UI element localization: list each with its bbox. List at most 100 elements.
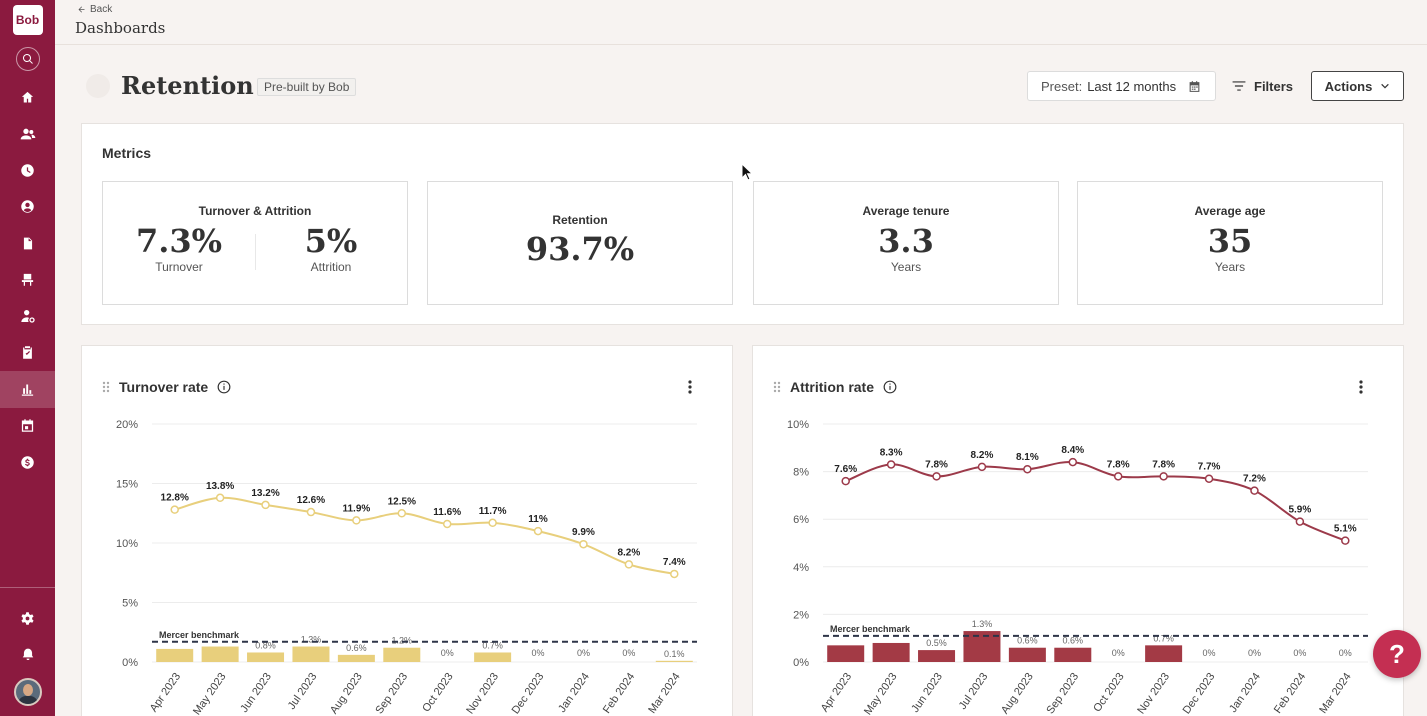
turnover-chart-panel: 0% 5% 10% 15% 20% 0.8% 1.3% 0.6% 1.2% 0% 0.7% 0% 0% 0…: [81, 345, 733, 716]
sidebar-item-home[interactable]: [0, 79, 55, 116]
point-label: 7.8%: [1107, 459, 1130, 470]
retention-card[interactable]: Retention 93.7%: [427, 181, 733, 305]
turnover-label: Turnover: [155, 260, 203, 274]
bar[interactable]: [383, 647, 421, 662]
search-button[interactable]: [15, 47, 40, 71]
x-tick-label: Aug 2023: [999, 671, 1036, 716]
bar[interactable]: [827, 645, 865, 662]
sidebar-item-notifications[interactable]: [21, 636, 35, 672]
sidebar-item-calendar[interactable]: [0, 408, 55, 445]
data-point[interactable]: [977, 462, 987, 472]
bar[interactable]: [247, 652, 285, 662]
sidebar: Bob: [0, 0, 55, 716]
data-point[interactable]: [624, 560, 634, 569]
average-age-card[interactable]: Average age 35 Years: [1077, 181, 1383, 305]
data-point[interactable]: [1204, 474, 1214, 483]
sidebar-item-time[interactable]: [0, 152, 55, 189]
sidebar-item-people[interactable]: [0, 116, 55, 153]
user-avatar[interactable]: [13, 678, 42, 706]
more-options-icon[interactable]: [1359, 380, 1363, 394]
bar[interactable]: [1145, 645, 1183, 662]
data-point[interactable]: [1250, 486, 1259, 495]
data-point[interactable]: [533, 526, 543, 536]
dollar-icon: [21, 456, 34, 469]
x-tick-label: Feb 2024: [1272, 671, 1308, 716]
tenure-unit: Years: [890, 260, 922, 274]
preset-dropdown[interactable]: Preset: Last 12 months: [1027, 71, 1216, 101]
point-label: 7.7%: [1198, 462, 1221, 473]
card-divider: [255, 234, 256, 270]
filters-button[interactable]: Filters: [1232, 71, 1293, 101]
home-icon: [21, 91, 34, 103]
x-tick-label: Apr 2023: [819, 671, 854, 714]
back-link[interactable]: Back: [77, 4, 112, 15]
data-point[interactable]: [1023, 464, 1032, 474]
preset-label: Preset:: [1041, 78, 1083, 94]
drag-handle-icon[interactable]: [102, 381, 110, 393]
data-point[interactable]: [1341, 536, 1350, 545]
bar[interactable]: [201, 646, 239, 662]
sidebar-item-workspace[interactable]: [0, 262, 55, 299]
data-point[interactable]: [397, 509, 407, 518]
bar-label: 0.5%: [926, 638, 947, 648]
point-label: 7.6%: [834, 464, 857, 475]
data-point[interactable]: [488, 518, 497, 528]
data-point[interactable]: [306, 507, 316, 517]
data-point[interactable]: [261, 500, 270, 510]
help-button[interactable]: ?: [1373, 630, 1421, 678]
title-icon: [86, 74, 110, 98]
info-icon[interactable]: [883, 380, 897, 394]
average-tenure-card[interactable]: Average tenure 3.3 Years: [753, 181, 1059, 305]
bar-label: 0.8%: [255, 640, 276, 650]
data-point[interactable]: [170, 505, 179, 514]
data-point[interactable]: [886, 460, 896, 469]
bar-label: 0%: [622, 648, 635, 658]
bob-logo[interactable]: Bob: [12, 5, 43, 35]
bar[interactable]: [655, 660, 693, 662]
sidebar-item-payroll[interactable]: [0, 444, 55, 481]
data-point[interactable]: [442, 519, 452, 529]
chair-icon: [21, 274, 34, 286]
turnover-attrition-card[interactable]: Turnover & Attrition 7.3% Turnover 5% At…: [102, 181, 408, 305]
data-point[interactable]: [1295, 517, 1305, 526]
bar[interactable]: [474, 652, 512, 662]
data-point[interactable]: [932, 472, 941, 481]
x-tick-label: Jul 2023: [957, 671, 991, 712]
data-point[interactable]: [215, 493, 225, 503]
x-tick-label: Mar 2024: [646, 671, 682, 716]
more-options-icon[interactable]: [688, 380, 692, 394]
bar[interactable]: [872, 642, 910, 662]
info-icon[interactable]: [217, 380, 231, 394]
sidebar-item-profile[interactable]: [0, 189, 55, 226]
bar[interactable]: [1008, 647, 1046, 662]
bar[interactable]: [292, 646, 330, 662]
bar[interactable]: [337, 654, 375, 662]
sidebar-item-hiring[interactable]: [0, 298, 55, 335]
retention-value: 93.7%: [525, 230, 635, 268]
y-tick-label: 6%: [793, 514, 809, 526]
data-point[interactable]: [841, 476, 850, 486]
bar[interactable]: [918, 650, 956, 662]
chevron-down-icon: [1381, 83, 1390, 89]
document-icon: [23, 237, 32, 250]
bar-label: 0.1%: [664, 649, 685, 659]
sidebar-item-tasks[interactable]: [0, 335, 55, 372]
actions-button[interactable]: Actions: [1311, 71, 1404, 101]
x-tick-label: Jan 2024: [556, 671, 592, 715]
data-point[interactable]: [670, 569, 679, 579]
bar[interactable]: [1054, 647, 1092, 662]
data-point[interactable]: [1113, 472, 1123, 481]
data-point[interactable]: [1159, 472, 1168, 481]
data-point[interactable]: [1068, 457, 1078, 467]
sidebar-item-settings[interactable]: [20, 600, 35, 636]
attrition-chart: 0% 2% 4% 6% 8% 10% 0.5% 1.3% 0.6% 0.6% 0% 0.7% 0% 0% 0…: [787, 419, 1368, 716]
data-point[interactable]: [579, 539, 588, 549]
bar-label: 1.3%: [972, 619, 993, 629]
y-tick-label: 2%: [793, 609, 809, 621]
bar[interactable]: [156, 648, 194, 662]
sidebar-item-documents[interactable]: [0, 225, 55, 262]
data-point[interactable]: [352, 516, 361, 525]
sidebar-item-analytics[interactable]: [0, 371, 55, 408]
drag-handle-icon[interactable]: [773, 381, 781, 393]
x-tick-label: Nov 2023: [464, 671, 501, 716]
